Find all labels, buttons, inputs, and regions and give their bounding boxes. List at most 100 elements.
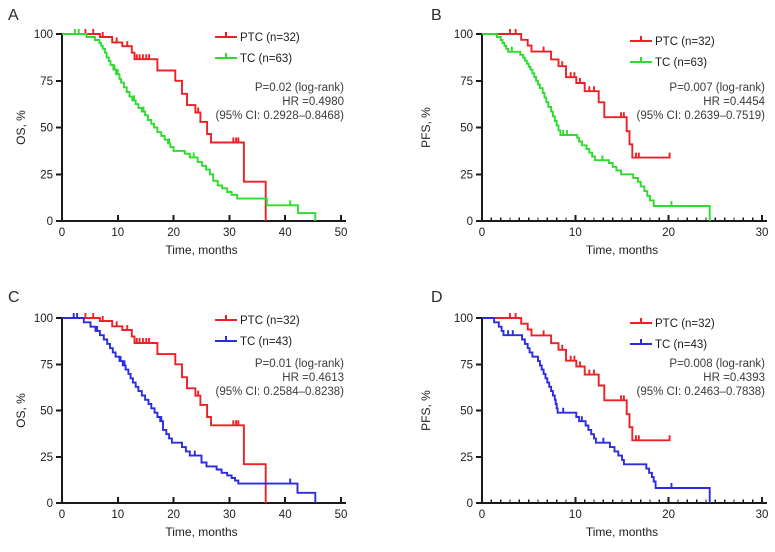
y-tick-label: 75 (40, 359, 53, 371)
panel-letter-B: B (431, 7, 442, 24)
y-tick-label: 50 (460, 123, 473, 135)
stats-line: HR =0.4393 (703, 372, 765, 384)
axes (481, 34, 767, 222)
axes (61, 318, 346, 504)
legend-label: TC (n=43) (655, 339, 707, 351)
y-axis-title: OS, % (14, 393, 28, 428)
panel-letter-C: C (8, 289, 20, 306)
legend-item: TC (n=63) (630, 57, 707, 69)
km-curve (62, 317, 267, 503)
panel-b: B 0 25 50 75 100 0 10 20 30 Time, months PFS, % PTC … (387, 0, 775, 276)
x-tick-label: 40 (279, 509, 292, 521)
stats-line: HR =0.4980 (282, 96, 344, 108)
stats-line: HR =0.4454 (703, 96, 765, 108)
x-tick-label: 30 (756, 227, 769, 239)
legend-item: PTC (n=32) (630, 36, 715, 48)
x-tick-label: 50 (335, 227, 348, 239)
x-tick-label: 20 (662, 227, 675, 239)
stats-line: (95% CI: 0.2928–0.8468) (215, 110, 344, 122)
x-tick-label: 0 (479, 509, 485, 521)
y-axis-title: PFS, % (419, 107, 433, 148)
y-tick-label: 75 (40, 76, 53, 88)
x-tick-label: 20 (167, 227, 180, 239)
legend-item: PTC (n=32) (215, 32, 300, 44)
legend-item: TC (n=43) (215, 336, 292, 348)
y-tick-label: 100 (34, 29, 53, 41)
stats-line: (95% CI: 0.2584–0.8238) (215, 386, 344, 398)
km-curve (62, 33, 267, 221)
y-tick-label: 25 (40, 452, 53, 464)
y-tick-label: 75 (460, 359, 473, 371)
x-tick-label: 10 (569, 227, 582, 239)
stats-line: (95% CI: 0.2639–0.7519) (636, 110, 765, 122)
x-tick-label: 10 (569, 509, 582, 521)
legend-label: PTC (n=32) (655, 318, 715, 330)
y-tick-label: 0 (467, 498, 473, 510)
y-tick-label: 100 (454, 29, 473, 41)
x-axis-title: Time, months (586, 525, 658, 539)
x-tick-label: 20 (662, 509, 675, 521)
panel-letter-D: D (431, 289, 443, 306)
panel-c: C 0 25 50 75 100 0 10 20 30 40 50 Time, months OS, % P… (0, 276, 388, 552)
legend-label: PTC (n=32) (655, 36, 715, 48)
x-tick-label: 0 (59, 509, 65, 521)
stats-line: P=0.008 (log-rank) (669, 358, 765, 370)
y-tick-label: 50 (460, 406, 473, 418)
legend-label: TC (n=63) (655, 57, 707, 69)
panel-letter-A: A (8, 7, 19, 24)
y-tick-label: 25 (40, 169, 53, 181)
km-chart-c: C 0 25 50 75 100 0 10 20 30 40 50 Time, months OS, % P… (8, 289, 348, 539)
y-tick-label: 50 (40, 406, 53, 418)
x-tick-label: 50 (335, 509, 348, 521)
y-tick-label: 25 (460, 452, 473, 464)
stats-line: P=0.01 (log-rank) (255, 358, 344, 370)
legend-item: TC (n=43) (630, 339, 707, 351)
x-tick-label: 0 (479, 227, 485, 239)
x-tick-label: 30 (223, 509, 236, 521)
y-tick-label: 0 (47, 216, 53, 228)
legend-item: PTC (n=32) (630, 318, 715, 330)
y-axis-title: PFS, % (419, 390, 433, 431)
x-tick-label: 30 (223, 227, 236, 239)
legend-label: TC (n=63) (240, 53, 292, 65)
panel-a: A 0 25 50 75 100 0 10 20 30 40 50 Time, months OS, % P… (0, 0, 388, 276)
stats-line: P=0.007 (log-rank) (669, 82, 765, 94)
legend-label: TC (n=43) (240, 336, 292, 348)
legend-item: PTC (n=32) (215, 315, 300, 327)
y-tick-label: 100 (454, 313, 473, 325)
y-tick-label: 75 (460, 76, 473, 88)
km-curve (62, 33, 317, 221)
legend-item: TC (n=63) (215, 53, 292, 65)
y-tick-label: 100 (34, 313, 53, 325)
km-curve (482, 317, 711, 503)
x-tick-label: 30 (756, 509, 769, 521)
y-tick-label: 0 (47, 498, 53, 510)
y-axis-title: OS, % (14, 110, 28, 145)
panel-d: D 0 25 50 75 100 0 10 20 30 Time, months PFS, % PTC … (387, 276, 775, 552)
x-tick-label: 40 (279, 227, 292, 239)
stats-line: HR =0.4613 (282, 372, 344, 384)
stats-line: P=0.02 (log-rank) (255, 82, 344, 94)
axes (61, 34, 346, 222)
km-curve (62, 317, 317, 503)
km-curve (482, 317, 671, 442)
y-tick-label: 25 (460, 169, 473, 181)
axes (481, 318, 767, 504)
y-tick-label: 0 (467, 216, 473, 228)
km-curve (482, 33, 671, 159)
legend-label: PTC (n=32) (240, 32, 300, 44)
stats-line: (95% CI: 0.2463–0.7838) (636, 386, 765, 398)
x-tick-label: 20 (167, 509, 180, 521)
km-chart-a: A 0 25 50 75 100 0 10 20 30 40 50 Time, months OS, % P… (8, 7, 348, 257)
y-tick-label: 50 (40, 123, 53, 135)
x-tick-label: 0 (59, 227, 65, 239)
x-axis-title: Time, months (586, 243, 658, 257)
x-axis-title: Time, months (165, 525, 237, 539)
x-tick-label: 10 (111, 509, 124, 521)
x-tick-label: 10 (111, 227, 124, 239)
km-curve (482, 33, 711, 221)
km-chart-d: D 0 25 50 75 100 0 10 20 30 Time, months PFS, % PTC … (419, 289, 769, 539)
km-chart-b: B 0 25 50 75 100 0 10 20 30 Time, months PFS, % PTC … (419, 7, 769, 257)
legend-label: PTC (n=32) (240, 315, 300, 327)
